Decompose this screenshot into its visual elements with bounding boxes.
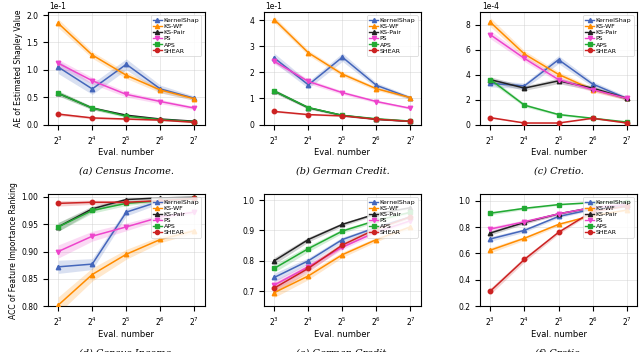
X-axis label: Eval. number: Eval. number <box>314 148 371 157</box>
Title: (c) Cretio.: (c) Cretio. <box>534 167 584 176</box>
X-axis label: Eval. number: Eval. number <box>314 330 371 339</box>
Text: 1e-4: 1e-4 <box>482 2 499 11</box>
Legend: KernelShap, KS-WF, KS-Pair, PS, APS, SHEAR: KernelShap, KS-WF, KS-Pair, PS, APS, SHE… <box>583 197 634 238</box>
Legend: KernelShap, KS-WF, KS-Pair, PS, APS, SHEAR: KernelShap, KS-WF, KS-Pair, PS, APS, SHE… <box>151 15 202 56</box>
X-axis label: Eval. number: Eval. number <box>99 330 154 339</box>
Text: 1e-1: 1e-1 <box>49 2 67 11</box>
Title: (a) Census Income.: (a) Census Income. <box>79 167 174 176</box>
Title: (e) German Credit.: (e) German Credit. <box>296 349 389 352</box>
Title: (d) Census Income.: (d) Census Income. <box>79 349 174 352</box>
X-axis label: Eval. number: Eval. number <box>531 148 586 157</box>
Y-axis label: AE of Estimated Shapley Value: AE of Estimated Shapley Value <box>14 10 24 127</box>
Title: (b) German Credit.: (b) German Credit. <box>296 167 389 176</box>
Legend: KernelShap, KS-WF, KS-Pair, PS, APS, SHEAR: KernelShap, KS-WF, KS-Pair, PS, APS, SHE… <box>367 197 417 238</box>
Legend: KernelShap, KS-WF, KS-Pair, PS, APS, SHEAR: KernelShap, KS-WF, KS-Pair, PS, APS, SHE… <box>367 15 417 56</box>
Title: (f) Cretio.: (f) Cretio. <box>534 348 582 352</box>
X-axis label: Eval. number: Eval. number <box>99 148 154 157</box>
Legend: KernelShap, KS-WF, KS-Pair, PS, APS, SHEAR: KernelShap, KS-WF, KS-Pair, PS, APS, SHE… <box>583 15 634 56</box>
Text: 1e-1: 1e-1 <box>266 2 282 11</box>
X-axis label: Eval. number: Eval. number <box>531 330 586 339</box>
Legend: KernelShap, KS-WF, KS-Pair, PS, APS, SHEAR: KernelShap, KS-WF, KS-Pair, PS, APS, SHE… <box>151 197 202 238</box>
Y-axis label: ACC of Feature Importance Ranking: ACC of Feature Importance Ranking <box>10 182 19 319</box>
